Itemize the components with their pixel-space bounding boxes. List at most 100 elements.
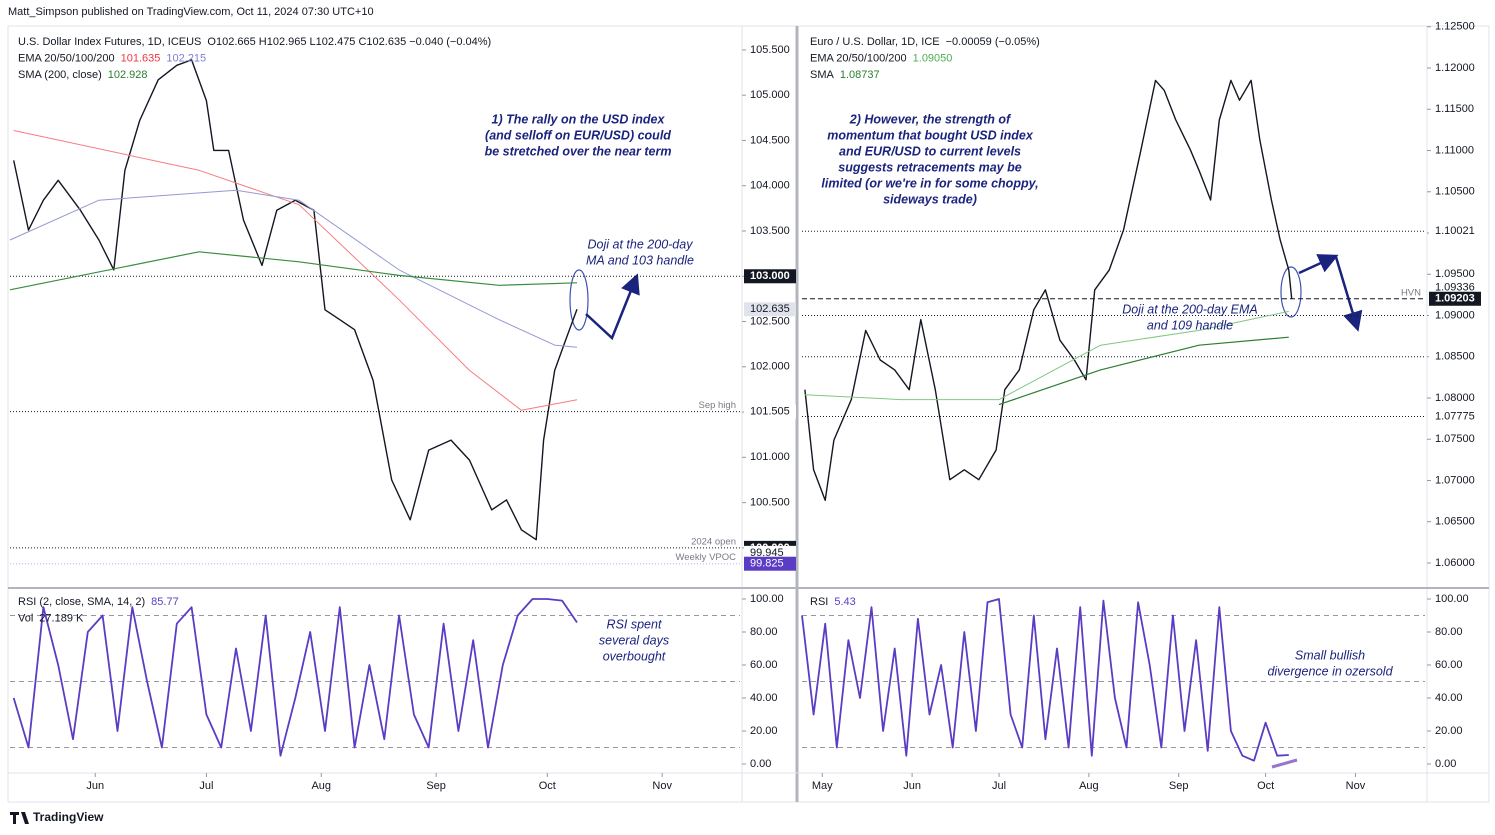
annotation: 1) The rally on the USD index: [492, 112, 666, 126]
legend-line: RSI 5.43: [810, 596, 856, 608]
annotation: and EUR/USD to current levels: [839, 144, 1021, 158]
annotation: RSI spent: [607, 617, 662, 631]
legend-line: RSI (2, close, SMA, 14, 2) 85.77: [18, 596, 179, 608]
series-line: [13, 130, 578, 411]
annotation: 2) However, the strength of: [849, 112, 1012, 126]
annotation: be stretched over the near term: [485, 144, 672, 158]
y-tick-label: 1.12500: [1435, 21, 1475, 33]
level-box: [744, 404, 796, 419]
x-tick-label: Jun: [903, 780, 921, 792]
y-tick-label: 20.00: [750, 725, 778, 737]
y-tick-label: 1.09500: [1435, 268, 1475, 280]
y-tick-label: 1.07000: [1435, 474, 1475, 486]
y-tick-label: 1.11000: [1435, 144, 1474, 156]
legend-text: 5.43: [834, 596, 855, 608]
y-tick-label: 1.12000: [1435, 62, 1475, 74]
x-tick-label: Sep: [1169, 780, 1189, 792]
legend-text: 101.635: [121, 52, 161, 64]
x-tick-label: Jul: [992, 780, 1006, 792]
doji-highlight: [569, 269, 589, 331]
legend-text: EMA 20/50/100/200: [810, 52, 907, 64]
x-tick-label: Oct: [1257, 780, 1274, 792]
level-label: 103.000: [750, 270, 790, 282]
series-line: [801, 598, 1289, 762]
frame: [7, 25, 1490, 803]
series-line: [804, 79, 1293, 501]
annotation: suggests retracements may be: [838, 160, 1021, 174]
y-tick-label: 102.500: [750, 315, 790, 327]
x-tick-label: Nov: [1346, 780, 1366, 792]
legend-text: 85.77: [151, 596, 179, 608]
legend-text: Euro / U.S. Dollar, 1D, ICE: [810, 36, 940, 48]
doji-highlight: [1280, 266, 1302, 318]
legend-text: U.S. Dollar Index Futures, 1D, ICEUS: [18, 36, 201, 48]
level-label: 99.945: [750, 547, 784, 559]
arrow: [1298, 254, 1339, 275]
level-box: [1429, 409, 1481, 424]
level-label: 99.825: [750, 558, 784, 570]
legend-text: RSI: [810, 596, 828, 608]
x-tick-label: Jul: [199, 780, 213, 792]
y-tick-label: 1.07500: [1435, 433, 1475, 445]
legend-text: −0.00059 (−0.05%): [946, 36, 1040, 48]
legend-line: EMA 20/50/100/200 101.635 102.215: [18, 52, 206, 64]
divergence-line: [1271, 758, 1298, 769]
legend-line: SMA (200, close) 102.928: [18, 69, 148, 81]
level-box: [1429, 308, 1481, 323]
y-tick-label: 100.00: [1435, 593, 1469, 605]
x-tick-label: Jun: [86, 780, 104, 792]
y-tick-label: 105.500: [750, 44, 790, 56]
x-tick-label: Oct: [539, 780, 556, 792]
legend-text: EMA 20/50/100/200: [18, 52, 115, 64]
level-label: 1.08500: [1435, 351, 1475, 363]
y-tick-label: 0.00: [750, 758, 771, 770]
y-tick-label: 104.000: [750, 180, 790, 192]
y-tick-label: 1.10500: [1435, 186, 1475, 198]
annotation: Doji at the 200-day: [588, 237, 694, 251]
annotation: and 109 handle: [1147, 318, 1233, 332]
legend-text: 1.09050: [913, 52, 953, 64]
x-tick-label: Aug: [1079, 780, 1099, 792]
y-tick-label: 1.06000: [1435, 557, 1475, 569]
legend-line: SMA 1.08737: [810, 69, 880, 81]
level-tag: Sep high: [698, 400, 736, 411]
y-tick-label: 100.00: [750, 593, 784, 605]
y-tick-label: 60.00: [1435, 659, 1463, 671]
annotation: several days: [599, 633, 669, 647]
legend-text: O102.665 H102.965 L102.475 C102.635 −0.0…: [207, 36, 491, 48]
y-tick-label: 80.00: [1435, 626, 1463, 638]
annotation: divergence in ozersold: [1267, 664, 1393, 678]
footer: TradingView: [33, 810, 104, 824]
annotation: overbought: [603, 649, 666, 663]
x-tick-label: Nov: [652, 780, 672, 792]
x-tick-label: Aug: [311, 780, 331, 792]
y-tick-label: 80.00: [750, 626, 778, 638]
series-line: [13, 59, 578, 541]
y-tick-label: 40.00: [1435, 692, 1463, 704]
level-box: [744, 302, 796, 317]
y-tick-label: 105.000: [750, 89, 790, 101]
level-box: [744, 556, 796, 571]
level-tag: 2024 open: [691, 536, 736, 547]
level-box: [1429, 349, 1481, 364]
legend-line: Vol 27.189 K: [18, 612, 84, 624]
y-tick-label: 102.000: [750, 361, 790, 373]
y-tick-label: 20.00: [1435, 725, 1463, 737]
y-tick-label: 1.08000: [1435, 392, 1475, 404]
annotation: sideways trade): [883, 192, 977, 206]
level-box: [1429, 280, 1481, 295]
legend-text: SMA (200, close): [18, 69, 102, 81]
level-tag: Weekly VPOC: [675, 552, 736, 563]
series-line: [12, 598, 578, 757]
x-tick-label: Sep: [426, 780, 446, 792]
level-box: [1429, 291, 1481, 306]
level-box: [744, 545, 796, 560]
y-tick-label: 1.06500: [1435, 516, 1475, 528]
y-tick-label: 0.00: [1435, 758, 1456, 770]
x-tick-label: May: [812, 780, 833, 792]
level-label: 1.09336: [1435, 282, 1475, 294]
y-tick-label: 100.500: [750, 497, 790, 509]
series-line: [9, 251, 578, 291]
legend-text: SMA: [810, 69, 835, 81]
